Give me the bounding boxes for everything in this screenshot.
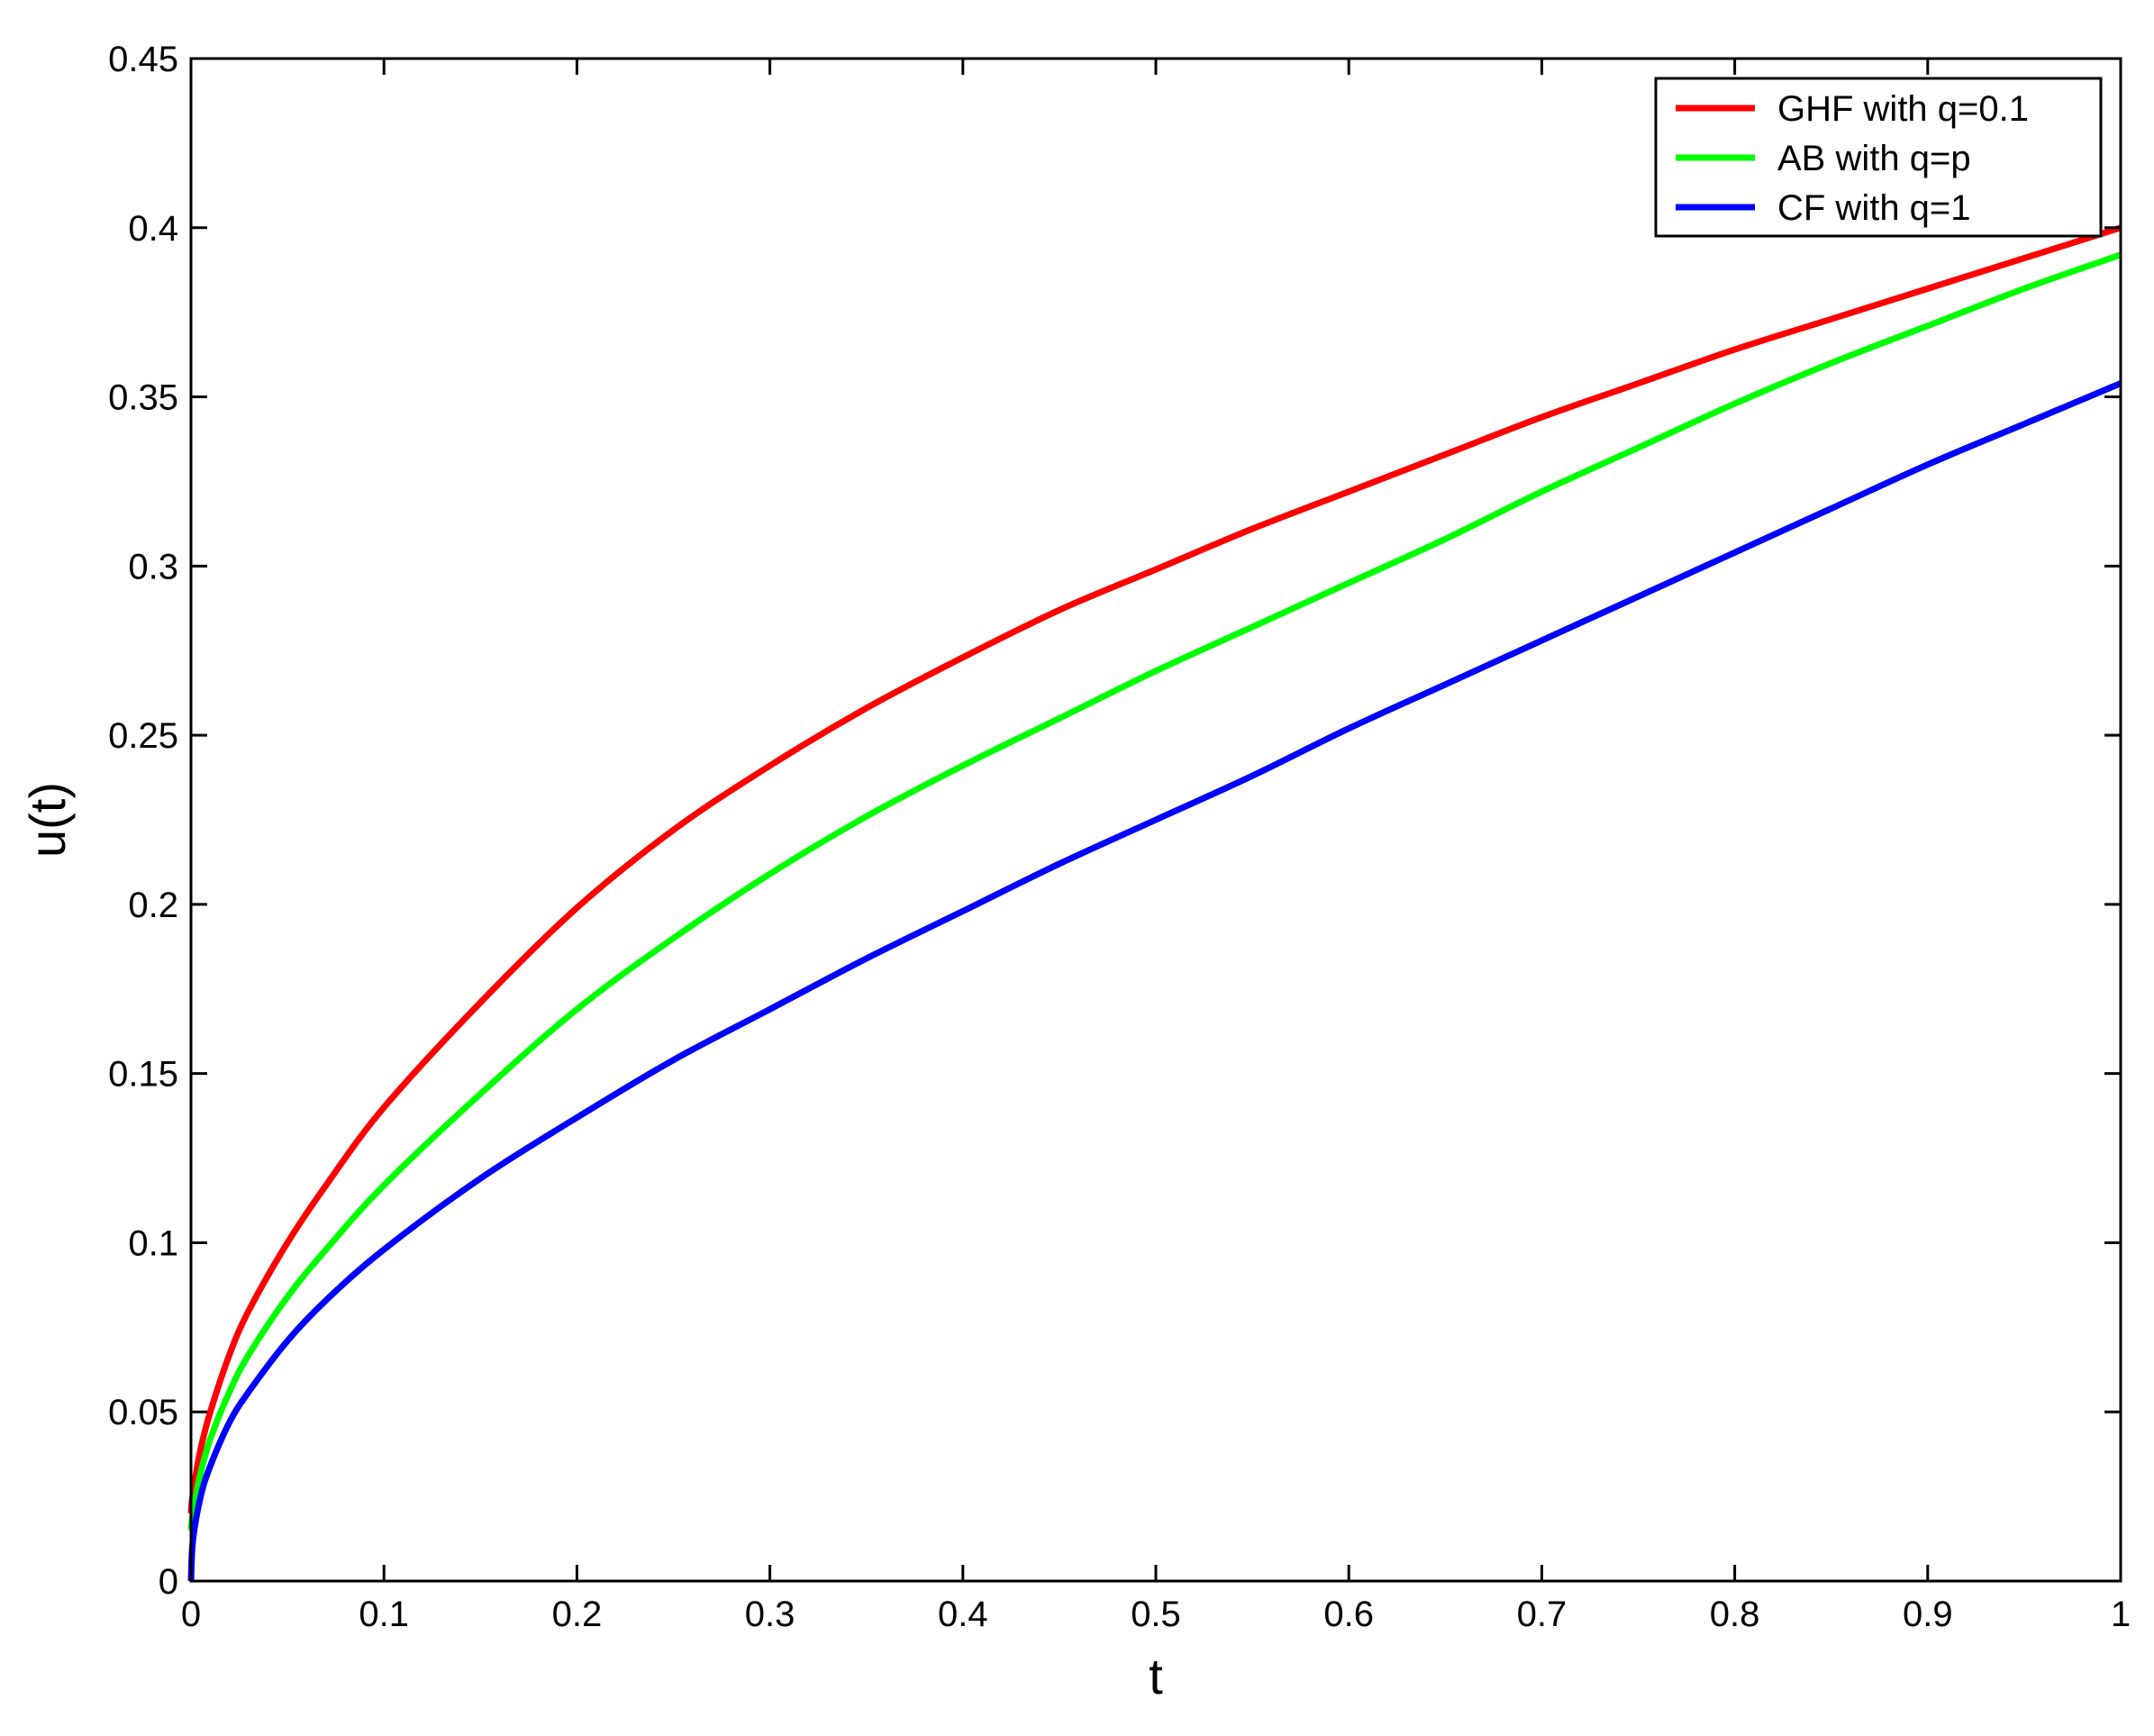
legend-label: AB with q=p	[1777, 139, 1971, 178]
x-tick-label: 0.2	[552, 1595, 603, 1634]
legend: GHF with q=0.1 AB with q=p CF with q=1	[1654, 77, 2103, 238]
series-lines	[187, 224, 2122, 1582]
legend-label: CF with q=1	[1777, 188, 1971, 228]
y-tick-label: 0.35	[108, 378, 178, 418]
x-tick-label: 0.9	[1903, 1595, 1953, 1634]
x-tick-label: 1	[2111, 1595, 2131, 1634]
y-tick-label: 0.4	[128, 209, 178, 249]
x-tick-label: 0.3	[745, 1595, 795, 1634]
axis-ticks	[189, 57, 2122, 1583]
x-tick-label: 0.6	[1323, 1595, 1374, 1634]
y-tick-label: 0.25	[108, 716, 178, 756]
y-tick-label: 0.45	[108, 40, 178, 79]
x-tick-label: 0.1	[359, 1595, 409, 1634]
x-tick-label: 0.8	[1710, 1595, 1760, 1634]
y-tick-label: 0.15	[108, 1055, 178, 1095]
x-tick-label: 0.5	[1131, 1595, 1181, 1634]
y-axis-label: u(t)	[19, 782, 76, 858]
legend-label: GHF with q=0.1	[1777, 89, 2029, 129]
x-tick-label: 0.7	[1517, 1595, 1568, 1634]
series-line-1	[187, 251, 2122, 1531]
x-tick-label: 0.4	[938, 1595, 988, 1634]
y-tick-label: 0	[159, 1562, 178, 1602]
x-tick-label: 0	[181, 1595, 201, 1634]
y-tick-label: 0.05	[108, 1393, 178, 1432]
x-axis-label: t	[1149, 1648, 1163, 1704]
series-line-0	[187, 224, 2122, 1514]
y-tick-label: 0.1	[128, 1223, 178, 1263]
y-tick-label: 0.3	[128, 547, 178, 586]
y-tick-label: 0.2	[128, 886, 178, 925]
axis-tick-labels: 0 0.1 0.2 0.3 0.4 0.5 0.6 0.7 0.8 0.9 1 0 0.05 0.1 0.1…	[108, 40, 2131, 1634]
series-line-2	[187, 380, 2122, 1582]
